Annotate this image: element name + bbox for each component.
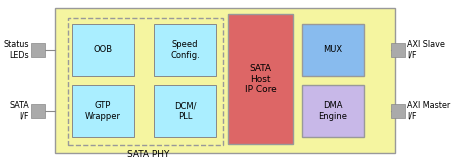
Text: MUX: MUX: [323, 45, 342, 54]
Bar: [31, 43, 45, 57]
Text: AXI Master
I/F: AXI Master I/F: [406, 101, 449, 121]
Bar: [302, 85, 363, 137]
Bar: [68, 18, 223, 145]
Text: SATA
Host
IP Core: SATA Host IP Core: [244, 64, 276, 94]
Bar: [302, 24, 363, 76]
Text: GTP
Wrapper: GTP Wrapper: [85, 101, 121, 121]
Bar: [154, 85, 216, 137]
Bar: [31, 104, 45, 118]
Bar: [390, 104, 404, 118]
Bar: [154, 24, 216, 76]
Bar: [72, 85, 134, 137]
Text: SATA PHY: SATA PHY: [127, 150, 169, 159]
Bar: [228, 14, 292, 144]
Text: OOB: OOB: [93, 45, 112, 54]
Text: DMA
Engine: DMA Engine: [318, 101, 347, 121]
Text: Speed
Config.: Speed Config.: [170, 40, 200, 60]
Text: DCM/
PLL: DCM/ PLL: [174, 101, 196, 121]
Text: SATA
I/F: SATA I/F: [9, 101, 29, 121]
Bar: [55, 8, 394, 153]
Text: Status
LEDs: Status LEDs: [4, 40, 29, 60]
Bar: [390, 43, 404, 57]
Text: AXI Slave
I/F: AXI Slave I/F: [406, 40, 444, 60]
Bar: [72, 24, 134, 76]
